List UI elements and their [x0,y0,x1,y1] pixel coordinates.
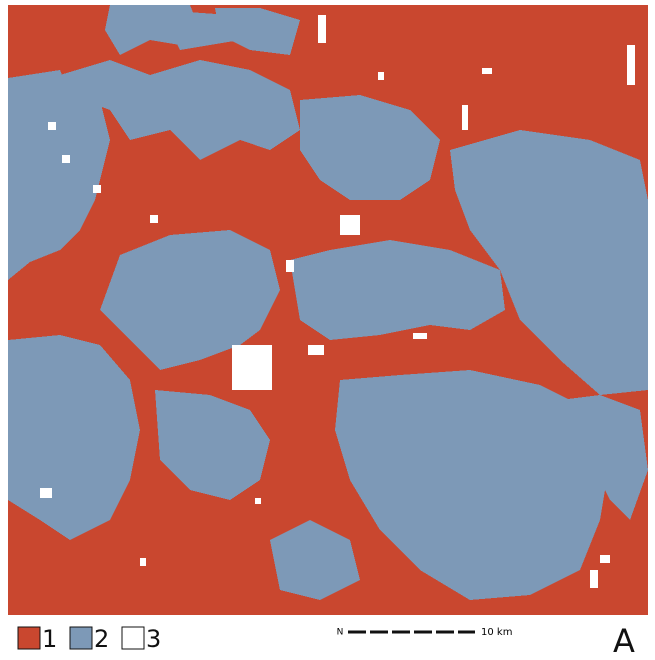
scale-bar: N 10 km [337,627,513,638]
map-figure: 1 2 3 N 10 km A [0,0,655,660]
legend-swatch [70,627,92,649]
north-arrow: N [337,628,344,638]
legend-swatch [18,627,40,649]
legend: 1 2 3 [18,625,161,653]
panel-label: A [613,622,635,660]
legend-label: 2 [94,625,109,653]
scale-label: 10 km [481,627,512,638]
legend-label: 3 [146,625,161,653]
legend-label: 1 [42,625,57,653]
legend-swatch [122,627,144,649]
raster-map [8,5,648,615]
